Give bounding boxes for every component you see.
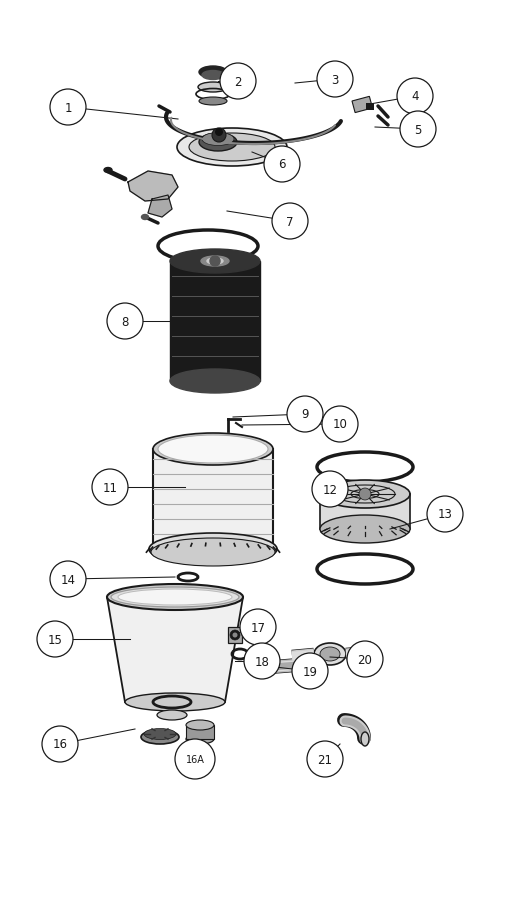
- Circle shape: [210, 256, 220, 267]
- Ellipse shape: [149, 533, 277, 565]
- Text: 4: 4: [411, 90, 419, 103]
- Bar: [170, 262, 260, 381]
- Circle shape: [264, 147, 300, 183]
- Ellipse shape: [207, 259, 223, 265]
- Text: 21: 21: [317, 753, 332, 766]
- Text: 10: 10: [333, 418, 348, 431]
- Text: 16: 16: [53, 738, 68, 751]
- Circle shape: [397, 79, 433, 115]
- Text: 16A: 16A: [185, 754, 204, 765]
- Circle shape: [107, 303, 143, 340]
- Circle shape: [215, 129, 223, 137]
- Ellipse shape: [199, 67, 227, 79]
- Circle shape: [347, 641, 383, 677]
- Ellipse shape: [118, 589, 232, 606]
- Circle shape: [244, 643, 280, 679]
- Bar: [186, 725, 214, 739]
- Ellipse shape: [320, 516, 410, 543]
- Ellipse shape: [186, 734, 214, 744]
- Circle shape: [230, 630, 240, 641]
- Polygon shape: [107, 597, 243, 702]
- Ellipse shape: [201, 256, 229, 267]
- Bar: [228, 628, 242, 643]
- Circle shape: [312, 471, 348, 507]
- Text: 9: 9: [301, 408, 309, 421]
- Text: 18: 18: [254, 655, 269, 668]
- Circle shape: [240, 609, 276, 645]
- Text: 14: 14: [60, 573, 75, 586]
- Circle shape: [232, 633, 238, 638]
- Circle shape: [287, 397, 323, 433]
- Text: 1: 1: [64, 101, 72, 114]
- Ellipse shape: [153, 434, 273, 466]
- Text: 7: 7: [286, 215, 294, 228]
- Ellipse shape: [111, 587, 239, 607]
- Text: 3: 3: [331, 74, 338, 86]
- Ellipse shape: [320, 481, 410, 508]
- Ellipse shape: [186, 720, 214, 731]
- Text: 13: 13: [438, 508, 453, 521]
- Polygon shape: [148, 196, 172, 218]
- Circle shape: [272, 204, 308, 240]
- Circle shape: [37, 621, 73, 657]
- Ellipse shape: [170, 250, 260, 274]
- Ellipse shape: [314, 643, 346, 665]
- Ellipse shape: [198, 83, 228, 93]
- Circle shape: [427, 496, 463, 532]
- Circle shape: [175, 739, 215, 779]
- Circle shape: [212, 129, 226, 142]
- Bar: [366, 104, 374, 111]
- Ellipse shape: [141, 731, 179, 744]
- Text: 8: 8: [121, 315, 129, 328]
- Circle shape: [50, 90, 86, 126]
- Circle shape: [292, 653, 328, 689]
- Bar: [320, 494, 410, 529]
- Circle shape: [220, 64, 256, 100]
- Ellipse shape: [199, 98, 227, 106]
- Ellipse shape: [361, 732, 369, 746]
- Bar: [153, 449, 273, 550]
- Text: 5: 5: [414, 123, 422, 136]
- Ellipse shape: [158, 436, 268, 463]
- Circle shape: [50, 562, 86, 597]
- Ellipse shape: [320, 647, 340, 662]
- Ellipse shape: [202, 72, 224, 80]
- Ellipse shape: [258, 658, 270, 666]
- Ellipse shape: [177, 129, 287, 167]
- Text: 12: 12: [323, 483, 337, 496]
- Ellipse shape: [144, 729, 176, 740]
- Ellipse shape: [202, 133, 234, 146]
- Circle shape: [307, 742, 343, 777]
- Circle shape: [42, 726, 78, 762]
- Ellipse shape: [170, 369, 260, 393]
- Text: 15: 15: [48, 633, 62, 646]
- Text: 17: 17: [250, 621, 266, 634]
- Text: 6: 6: [278, 158, 286, 171]
- Ellipse shape: [199, 134, 237, 152]
- Ellipse shape: [151, 539, 275, 566]
- Text: 19: 19: [303, 664, 317, 678]
- Ellipse shape: [157, 710, 187, 720]
- Ellipse shape: [125, 693, 225, 711]
- Circle shape: [317, 62, 353, 98]
- Ellipse shape: [107, 584, 243, 610]
- Ellipse shape: [189, 134, 275, 162]
- Ellipse shape: [104, 168, 112, 174]
- Circle shape: [322, 406, 358, 443]
- Bar: [352, 97, 373, 113]
- Text: 20: 20: [357, 652, 372, 665]
- Circle shape: [92, 470, 128, 505]
- Circle shape: [359, 489, 371, 501]
- Ellipse shape: [255, 657, 273, 671]
- Polygon shape: [128, 172, 178, 202]
- Text: 2: 2: [234, 75, 242, 88]
- Text: 11: 11: [102, 481, 117, 494]
- Circle shape: [400, 112, 436, 148]
- Ellipse shape: [141, 215, 148, 221]
